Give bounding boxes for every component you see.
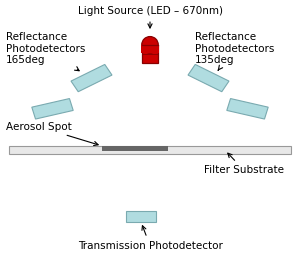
Bar <box>126 210 156 222</box>
Bar <box>141 45 159 53</box>
Text: Reflectance
Photodetectors
135deg: Reflectance Photodetectors 135deg <box>195 32 274 70</box>
Text: Transmission Photodetector: Transmission Photodetector <box>78 226 222 251</box>
Bar <box>102 146 168 151</box>
Text: Filter Substrate: Filter Substrate <box>204 153 284 175</box>
Text: Reflectance
Photodetectors
165deg: Reflectance Photodetectors 165deg <box>6 32 85 71</box>
Bar <box>32 99 73 119</box>
Bar <box>71 65 112 92</box>
Text: Aerosol Spot: Aerosol Spot <box>6 122 98 145</box>
Bar <box>9 146 291 154</box>
Text: Light Source (LED – 670nm): Light Source (LED – 670nm) <box>77 6 223 28</box>
Bar <box>142 45 158 63</box>
Bar <box>227 99 268 119</box>
Ellipse shape <box>142 37 158 53</box>
Bar <box>188 65 229 92</box>
